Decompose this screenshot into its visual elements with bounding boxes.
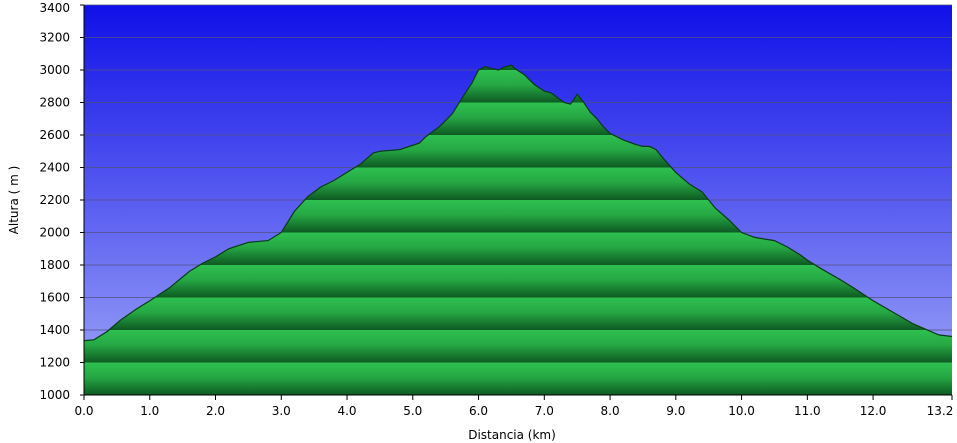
x-tick-label: 4.0 — [337, 404, 356, 418]
x-tick-label: 0.0 — [74, 404, 93, 418]
x-tick-label: 6.0 — [469, 404, 488, 418]
elevation-band — [84, 362, 952, 395]
x-tick-label: 2.0 — [206, 404, 225, 418]
x-tick-label: 13.2 — [927, 404, 954, 418]
elevation-outline — [83, 64, 953, 342]
y-tick-label: 3400 — [39, 1, 70, 15]
x-tick-label: 1.0 — [140, 404, 159, 418]
y-tick-label: 1200 — [39, 356, 70, 370]
y-tick-label: 2600 — [39, 128, 70, 142]
y-tick-label: 2800 — [39, 96, 70, 110]
y-tick-label: 1800 — [39, 258, 70, 272]
y-tick-label: 1000 — [39, 388, 70, 402]
elevation-band — [84, 297, 952, 330]
x-tick-label: 10.0 — [728, 404, 755, 418]
y-axis-ticks: 1000 1200 1400 1600 1800 2000 2200 2400 2600 2800… — [39, 1, 84, 402]
x-axis-title: Distancia (km) — [468, 428, 556, 442]
y-tick-label: 3000 — [39, 63, 70, 77]
x-tick-label: 5.0 — [403, 404, 422, 418]
y-tick-label: 2000 — [39, 226, 70, 240]
x-tick-label: 12.0 — [860, 404, 887, 418]
y-tick-label: 1600 — [39, 291, 70, 305]
y-tick-label: 3200 — [39, 31, 70, 45]
x-tick-label: 3.0 — [272, 404, 291, 418]
elevation-band — [84, 265, 952, 298]
x-tick-label: 9.0 — [666, 404, 685, 418]
y-tick-label: 2200 — [39, 193, 70, 207]
x-tick-label: 11.0 — [794, 404, 821, 418]
y-tick-label: 1400 — [39, 323, 70, 337]
y-tick-label: 2400 — [39, 161, 70, 175]
x-axis-ticks: 0.0 1.0 2.0 3.0 4.0 5.0 6.0 7.0 8.0 9.0 10.0 11.0 12… — [74, 395, 953, 418]
elevation-band — [84, 330, 952, 363]
y-axis-title: Altura ( m ) — [7, 166, 21, 235]
x-tick-label: 7.0 — [535, 404, 554, 418]
x-tick-label: 8.0 — [601, 404, 620, 418]
